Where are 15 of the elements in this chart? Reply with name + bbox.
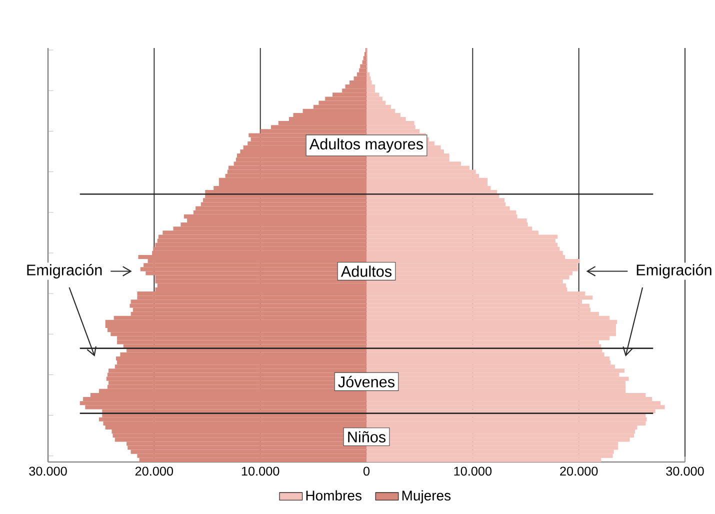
x-tick-label: 30.000 <box>29 466 67 476</box>
legend-label: Hombres <box>306 490 362 501</box>
annotation: Adultos <box>340 266 392 277</box>
x-tick-label: 0 <box>363 466 370 476</box>
annotation: Emigración <box>636 264 712 278</box>
annotation: Adultos mayores <box>309 138 424 153</box>
x-tick-label: 10.000 <box>454 466 492 476</box>
legend-label: Mujeres <box>402 490 451 504</box>
annotation: Niños <box>348 431 386 442</box>
x-tick-label: 20.000 <box>560 466 598 476</box>
x-tick-label: 20.000 <box>135 466 174 476</box>
x-tick-label: 10.000 <box>242 466 280 476</box>
annotation: Emigración <box>27 264 102 278</box>
annotation: Jóvenes <box>338 376 394 388</box>
x-tick-label: 30.000 <box>666 466 704 476</box>
